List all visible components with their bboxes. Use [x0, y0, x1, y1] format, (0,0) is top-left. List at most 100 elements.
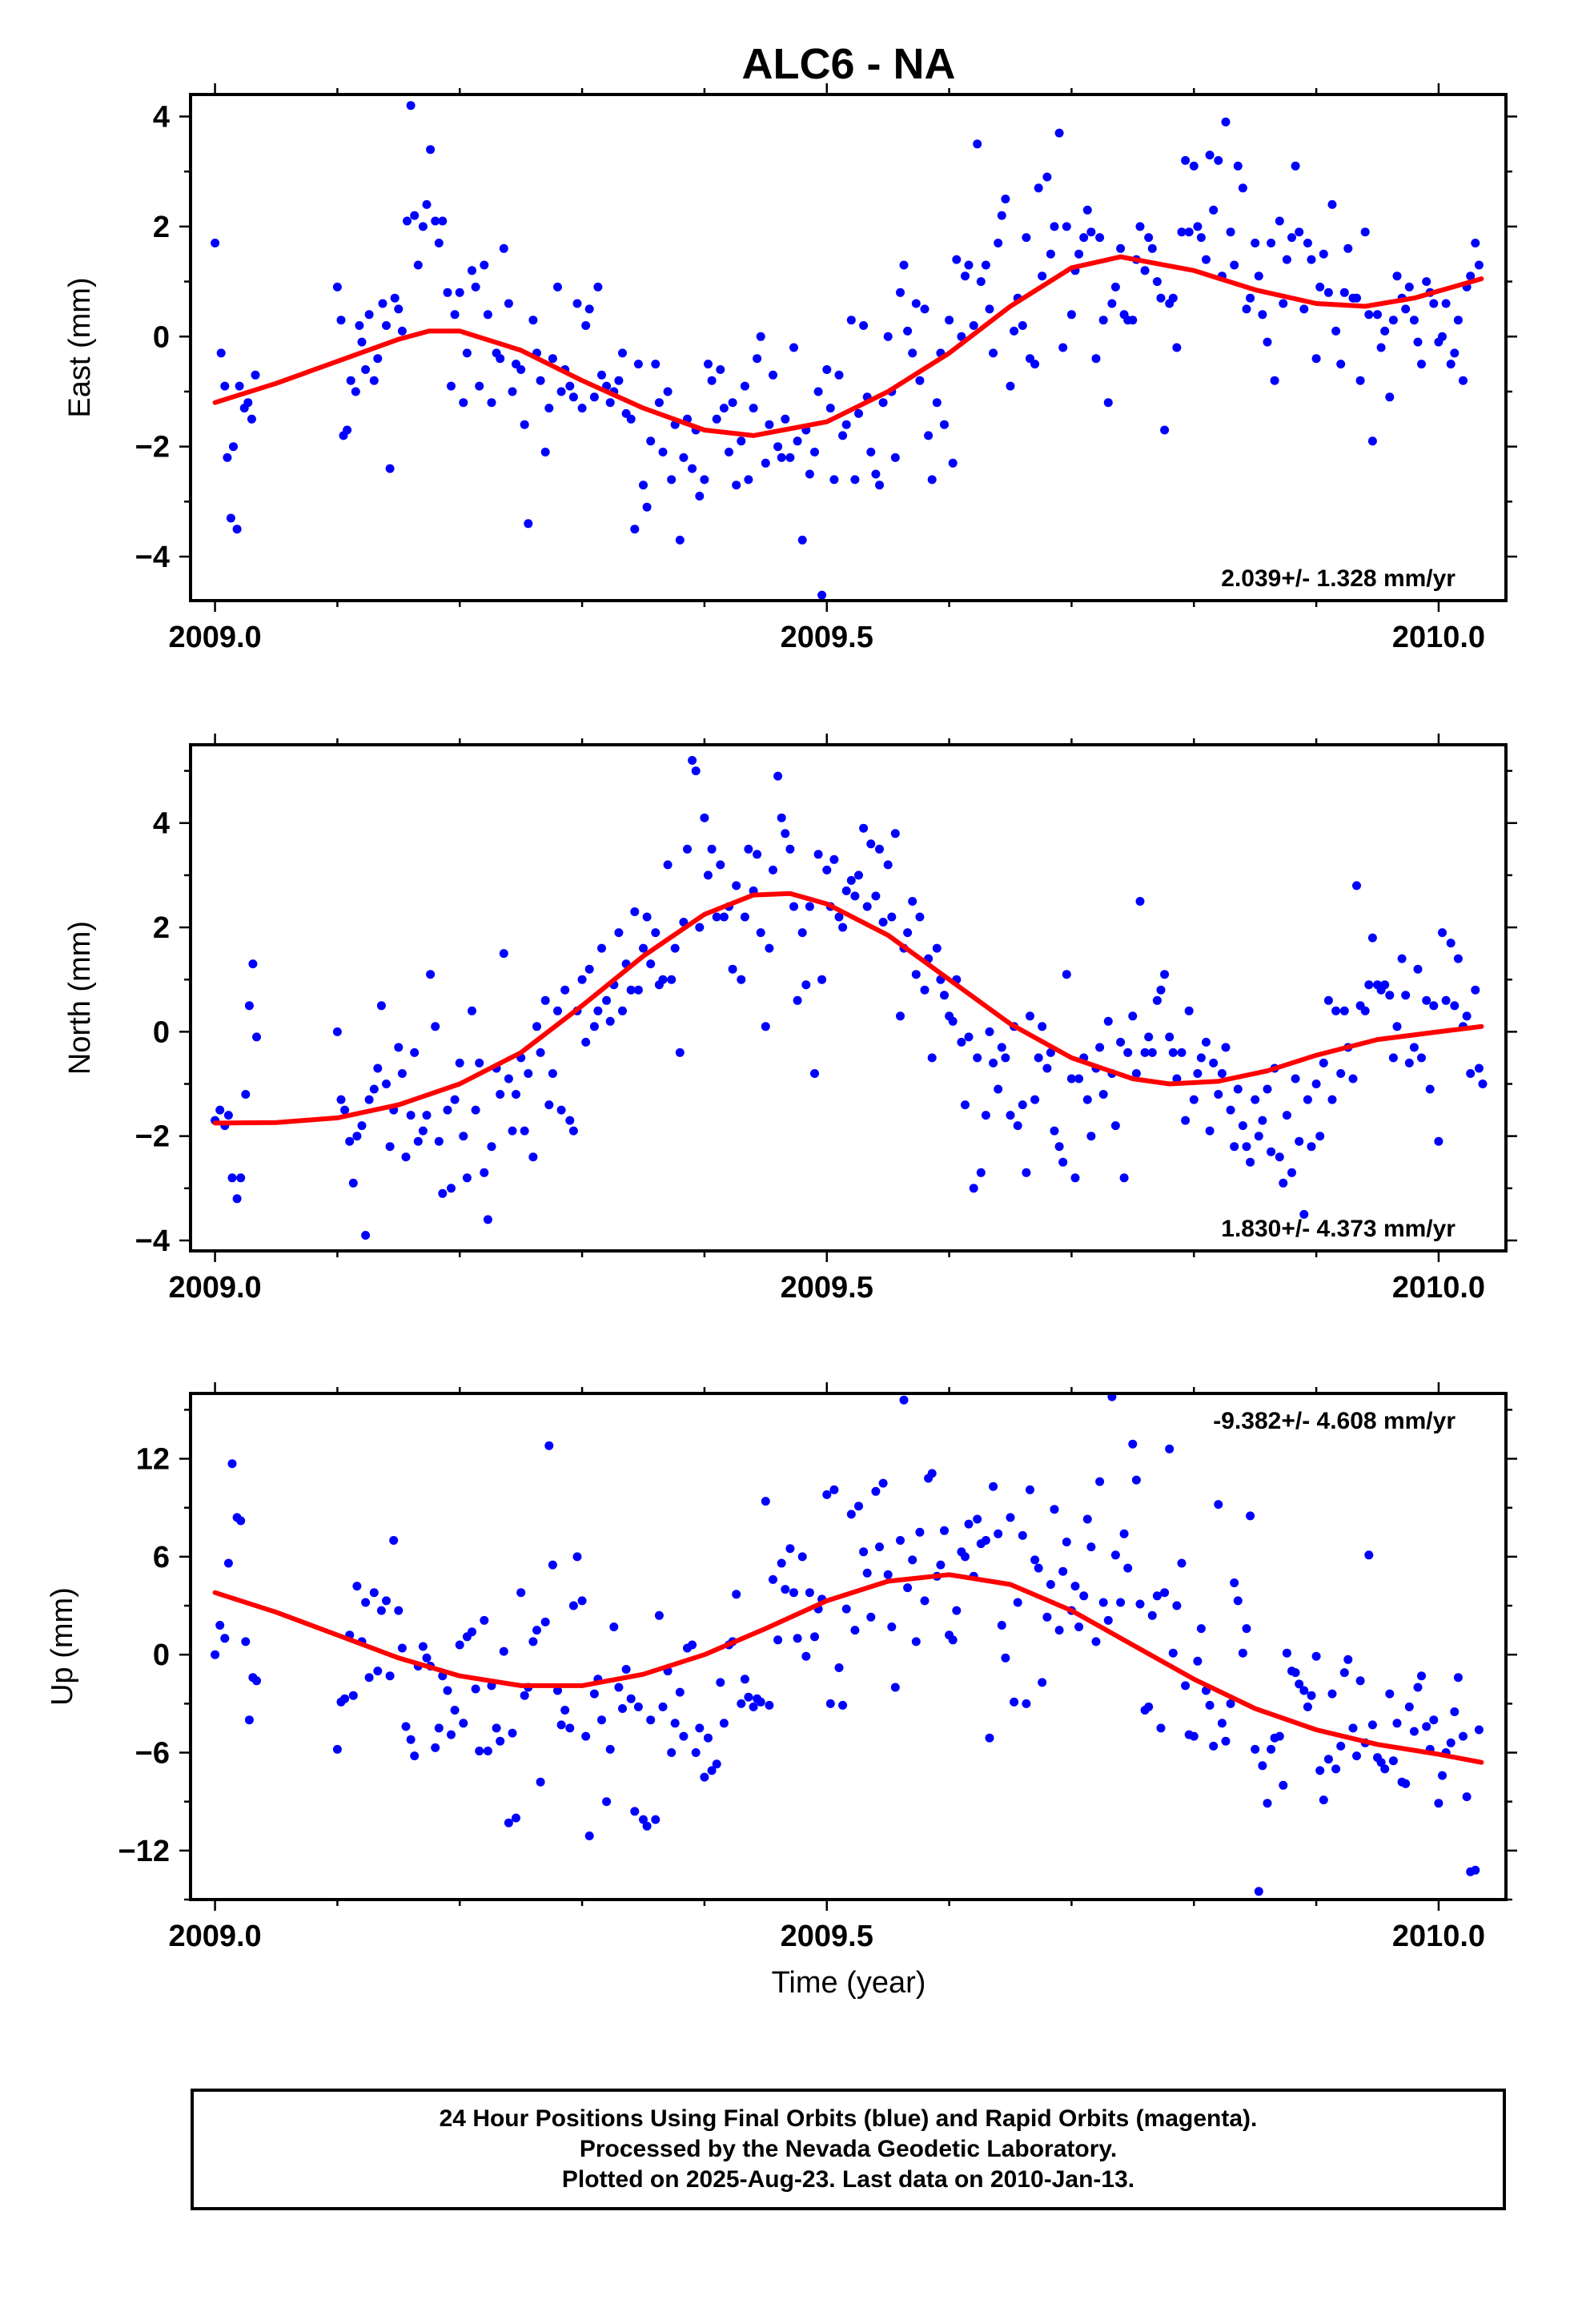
data-point [973, 1053, 982, 1063]
data-point [1221, 1043, 1231, 1052]
data-point [1299, 304, 1309, 314]
data-point [340, 1694, 350, 1703]
data-point [712, 1759, 721, 1769]
data-point [700, 813, 709, 822]
data-point [1409, 1043, 1419, 1052]
data-point [364, 310, 374, 320]
data-point [459, 1719, 468, 1728]
data-point [756, 1697, 765, 1707]
data-point [903, 1583, 913, 1593]
data-point [236, 1516, 246, 1526]
data-point [915, 1527, 925, 1537]
data-point [1042, 172, 1052, 182]
data-point [1343, 243, 1353, 253]
data-point [524, 519, 533, 529]
plot-frame [189, 743, 1508, 1252]
data-point [646, 1715, 656, 1725]
data-point [1116, 243, 1126, 253]
data-point [1189, 1731, 1199, 1741]
data-point [1242, 1624, 1251, 1634]
data-point [948, 1016, 958, 1026]
data-point [1275, 1731, 1284, 1741]
data-point [1331, 1006, 1341, 1015]
data-point [548, 1560, 557, 1570]
data-point [215, 1105, 225, 1115]
data-point [471, 1105, 480, 1115]
data-point [1474, 1063, 1484, 1073]
data-point [654, 398, 664, 408]
data-point [431, 1022, 440, 1031]
data-point [1438, 332, 1447, 341]
data-point [1336, 360, 1346, 369]
data-point [765, 943, 774, 953]
data-point [609, 1622, 619, 1631]
data-point [1152, 1591, 1162, 1601]
data-point [556, 387, 566, 396]
data-point [1438, 1771, 1447, 1780]
data-point [769, 865, 777, 875]
data-point [878, 918, 888, 927]
data-point [1299, 1686, 1309, 1695]
data-point [908, 1555, 917, 1565]
data-point [633, 360, 643, 369]
data-point [1214, 1500, 1223, 1510]
data-point [899, 1395, 909, 1405]
data-point [1267, 239, 1276, 247]
data-point [528, 316, 538, 325]
data-point [878, 398, 888, 408]
data-point [1103, 1615, 1113, 1625]
data-point [1352, 1751, 1361, 1761]
data-point [1181, 1116, 1191, 1125]
data-point [229, 442, 238, 452]
data-point [536, 376, 545, 385]
data-point [223, 452, 232, 462]
data-point [805, 1588, 814, 1598]
data-point [232, 525, 242, 534]
data-point [1233, 161, 1243, 171]
data-point [1046, 1580, 1055, 1589]
data-point [871, 469, 881, 479]
data-point [940, 1526, 949, 1535]
data-point [1034, 1563, 1043, 1573]
x-tick-label: 2009.0 [168, 1920, 261, 1953]
data-point [859, 321, 869, 330]
data-point [675, 1687, 685, 1697]
data-point [1275, 216, 1284, 226]
data-point [1409, 316, 1419, 325]
x-tick-label: 2009.5 [781, 1920, 873, 1953]
data-point [410, 1047, 420, 1057]
data-point [450, 1706, 460, 1715]
data-point [850, 475, 860, 485]
data-point [418, 222, 428, 231]
data-point [633, 1702, 643, 1711]
data-point [1205, 1700, 1215, 1710]
data-point [1140, 266, 1150, 275]
data-point [976, 1168, 986, 1177]
data-point [1446, 360, 1456, 369]
data-point [846, 1510, 856, 1519]
data-point [487, 1142, 496, 1152]
data-point [1172, 1074, 1182, 1084]
data-point [1082, 1514, 1092, 1524]
data-point [961, 1100, 970, 1110]
data-point [695, 923, 705, 932]
data-point [658, 448, 668, 456]
data-point [896, 287, 905, 297]
data-point [361, 1231, 371, 1240]
data-point [670, 943, 680, 953]
data-point [1323, 287, 1333, 297]
data-point [540, 995, 550, 1005]
data-point [813, 387, 823, 396]
data-point [642, 912, 652, 922]
data-point [1246, 1157, 1255, 1167]
data-point [532, 1022, 541, 1031]
data-point [369, 1084, 379, 1094]
data-point [957, 332, 966, 341]
data-point [1054, 1142, 1064, 1152]
data-point [508, 387, 517, 396]
data-point [413, 1136, 423, 1146]
data-point [1091, 1637, 1101, 1647]
data-point [1098, 1090, 1108, 1099]
model-curve [212, 891, 1484, 1126]
data-point [447, 381, 456, 391]
